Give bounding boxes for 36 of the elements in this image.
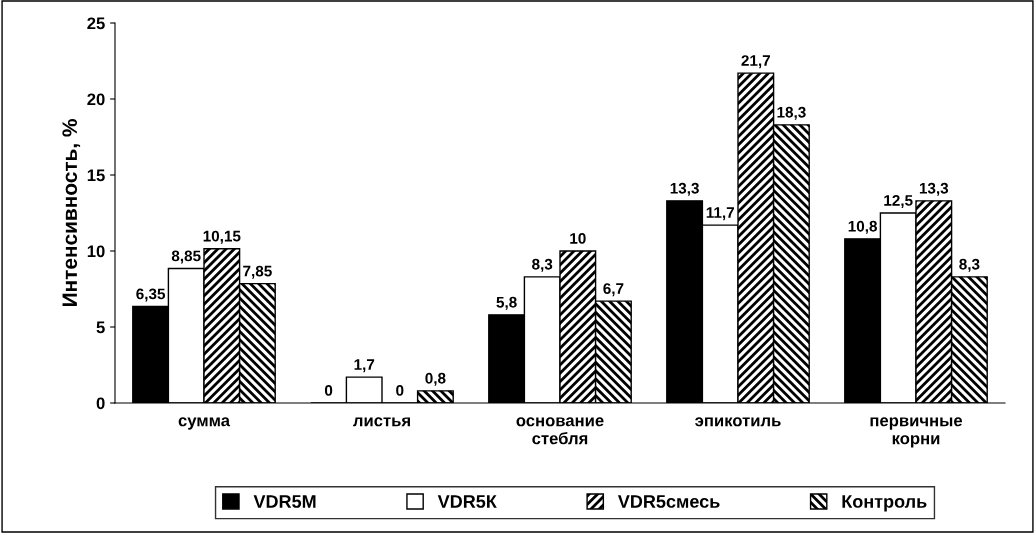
data-label: 10,15	[203, 230, 241, 244]
y-axis-title: Интенсивность, %	[62, 119, 81, 307]
x-tick-label: листья	[353, 417, 410, 427]
legend-label: VDR5К	[437, 495, 497, 508]
legend-label: Контроль	[842, 495, 927, 512]
legend-label: VDR5смесь	[617, 495, 720, 508]
x-tick-label: эпикотиль	[695, 417, 781, 427]
x-tick-label: первичные корни	[870, 417, 963, 448]
y-tick-label: 25	[87, 17, 105, 30]
y-tick-label: 5	[96, 321, 105, 334]
data-label: 6,7	[603, 283, 624, 297]
data-label: 6,35	[136, 288, 166, 302]
data-label: 12,5	[884, 195, 913, 209]
y-tick-label: 15	[87, 169, 105, 182]
data-label: 1,7	[354, 359, 375, 373]
data-label: 13,3	[670, 182, 699, 196]
y-tick-label: 10	[87, 245, 105, 258]
legend-label: VDR5M	[253, 495, 316, 508]
data-label: 7,85	[243, 265, 272, 279]
x-tick-label: сумма	[178, 417, 231, 430]
data-label: 21,7	[741, 55, 770, 69]
data-label: 10	[570, 233, 586, 244]
x-tick-label: основание стебля	[516, 417, 604, 445]
data-label: 8,3	[959, 258, 980, 272]
y-tick-label: 0	[96, 397, 105, 410]
data-label: 13,3	[919, 182, 949, 196]
data-label: 0,8	[425, 372, 446, 386]
data-label: 8,3	[532, 258, 553, 272]
data-label: 11,7	[706, 207, 734, 221]
data-label: 10,8	[848, 220, 877, 234]
data-label: 18,3	[777, 106, 806, 120]
data-label: 8,85	[171, 250, 201, 264]
y-tick-label: 20	[87, 93, 105, 106]
data-label: 5,8	[496, 296, 517, 310]
data-label: 0	[396, 384, 404, 396]
data-label: 0	[324, 384, 333, 396]
